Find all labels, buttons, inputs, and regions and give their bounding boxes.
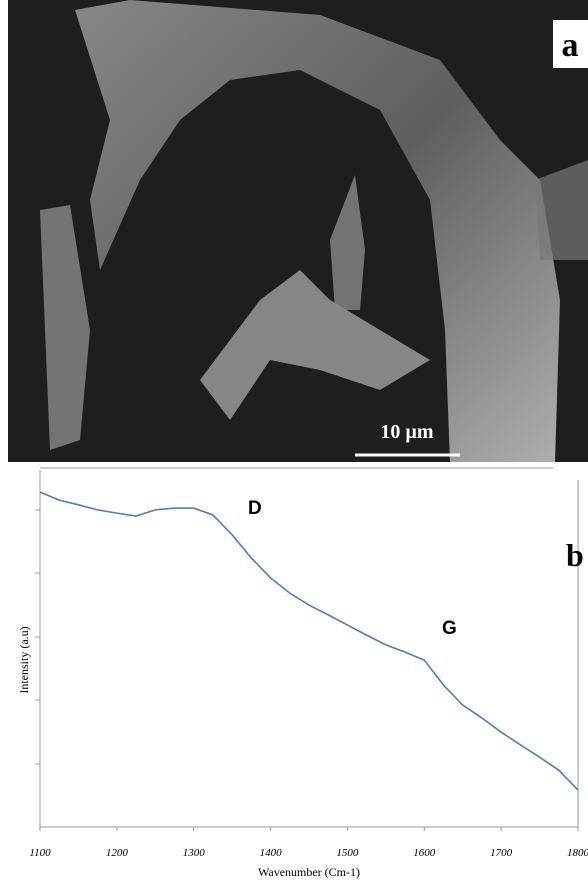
sem-image: a 10 µm [8, 0, 588, 462]
peak-label: D [248, 498, 262, 519]
x-tick-label: 1500 [336, 847, 359, 859]
x-tick-label: 1700 [490, 847, 513, 859]
y-axis-label: Intensity (a.u) [17, 626, 31, 693]
x-axis-label: Wavenumber (Cm-1) [258, 865, 360, 879]
x-tick-label: 1300 [183, 847, 206, 859]
x-tick-label: 1800 [567, 847, 588, 859]
x-tick-label: 1400 [260, 847, 283, 859]
line-series [39, 491, 579, 791]
x-tick-label: 1100 [29, 847, 51, 859]
scale-bar-label: 10 µm [380, 421, 434, 443]
peak-label: G [442, 618, 457, 639]
x-tick-label: 1600 [413, 847, 436, 859]
panel-label: b [566, 537, 584, 573]
x-tick-label: 1200 [106, 847, 129, 859]
panel-label: a [562, 27, 579, 64]
